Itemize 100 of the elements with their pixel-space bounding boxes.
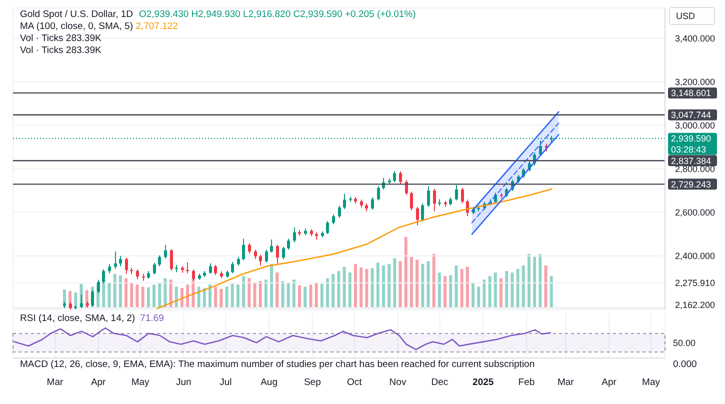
bar: [124, 278, 128, 308]
x-tick-label: Sep: [304, 377, 321, 388]
bar: [410, 256, 413, 308]
bar: [505, 271, 508, 308]
bar: [258, 281, 262, 308]
bar: [248, 278, 251, 308]
bar: [337, 271, 340, 308]
bar: [444, 276, 447, 308]
bar: [314, 282, 318, 308]
bar: [309, 284, 312, 308]
bar: [393, 258, 396, 308]
bar: [365, 268, 368, 308]
bar: [220, 288, 223, 308]
x-tick-label: Apr: [602, 377, 616, 388]
annotation: Vol · Ticks 283.39K: [20, 45, 102, 56]
bar: [360, 268, 363, 308]
bar: [320, 284, 324, 308]
annotation: Vol · Ticks 283.39K: [20, 33, 102, 44]
y-tick-label: 2,400.000: [675, 251, 716, 262]
bar: [388, 264, 391, 308]
bar: [494, 272, 497, 308]
ref-line-label: 3,047.744: [671, 110, 712, 120]
ref-line-label: 3,148.601: [671, 88, 712, 98]
bar: [276, 272, 279, 308]
bar: [108, 282, 111, 308]
bar: [382, 265, 385, 308]
x-tick-label: Dec: [431, 377, 448, 388]
bar: [186, 284, 190, 308]
bar: [370, 268, 374, 308]
bar: [544, 265, 548, 308]
bar: [477, 286, 480, 308]
bar: [421, 264, 424, 308]
bar: [281, 281, 284, 308]
bar: [376, 262, 380, 308]
bar: [466, 266, 469, 308]
bar: [472, 283, 475, 308]
bar: [482, 280, 486, 308]
x-tick-label: Jun: [176, 377, 192, 388]
bar: [253, 282, 256, 308]
bar: [354, 264, 357, 308]
bar: [264, 280, 268, 308]
y-tick-label: 3,200.000: [675, 76, 716, 87]
bar: [416, 260, 419, 308]
text: 50.00: [673, 338, 696, 348]
bar: [113, 274, 116, 308]
bar: [332, 274, 335, 308]
text: MACD (12, 26, close, 9, EMA, EMA): The maximum number of studies per chart has been reached for current subscription: [20, 359, 535, 370]
bar: [152, 284, 156, 308]
bar: [146, 287, 150, 308]
bar: [130, 282, 134, 308]
y-tick-label: 2,162.200: [675, 300, 716, 310]
y-tick-label: 2,800.000: [675, 164, 716, 174]
bar: [270, 264, 274, 308]
text: 71.69: [140, 313, 164, 324]
y-tick-label: 3,400.000: [675, 33, 716, 44]
bar: [438, 272, 441, 308]
x-tick-label: May: [642, 377, 660, 388]
bar: [136, 284, 139, 308]
bar: [304, 286, 307, 308]
x-tick-label: Feb: [518, 377, 535, 388]
ref-line-label: 2,729.243: [671, 179, 712, 190]
x-tick-label: 2025: [472, 377, 494, 388]
bar: [158, 283, 162, 308]
ref-line-label: 2,837.384: [671, 156, 712, 166]
bar: [225, 286, 228, 308]
bar: [510, 272, 514, 308]
x-tick-label: Mar: [557, 377, 574, 388]
bar: [426, 261, 430, 308]
ref-line-label: 2,939.590: [671, 134, 712, 144]
text: 0.000: [673, 359, 697, 370]
bar: [460, 268, 464, 308]
y-tick-label: 2,275.910: [675, 278, 716, 288]
bar: [236, 284, 240, 308]
bar: [141, 286, 144, 308]
y-axis-title: USD: [676, 11, 696, 21]
bar: [432, 254, 436, 308]
bar: [230, 284, 234, 308]
bar: [342, 266, 346, 308]
bar: [298, 285, 302, 308]
bar: [550, 276, 553, 308]
x-tick-label: Mar: [46, 377, 64, 388]
bar: [208, 284, 212, 308]
y-tick-label: 2,600.000: [675, 208, 716, 218]
y-tick-label: 3,000.000: [675, 120, 716, 130]
bar: [74, 292, 78, 308]
bar: [242, 276, 246, 308]
annotation: MA (100, close, 0, SMA, 5) 2,707.122: [20, 21, 178, 32]
candlestick: [142, 274, 145, 281]
x-tick-label: Jul: [220, 377, 232, 388]
line-series: [156, 188, 552, 310]
bar: [398, 261, 402, 308]
bar: [118, 275, 122, 308]
x-tick-label: Apr: [90, 377, 106, 388]
text: 03:28:43: [671, 144, 706, 155]
x-tick-label: Nov: [389, 377, 406, 388]
bar: [326, 278, 330, 308]
bar: [214, 286, 218, 308]
bar: [527, 254, 530, 308]
bar: [404, 237, 408, 308]
annotation: O2,939.430 H2,949.930 L2,916.820 C2,939.590 +0.205 (+0.01%): [139, 9, 416, 20]
